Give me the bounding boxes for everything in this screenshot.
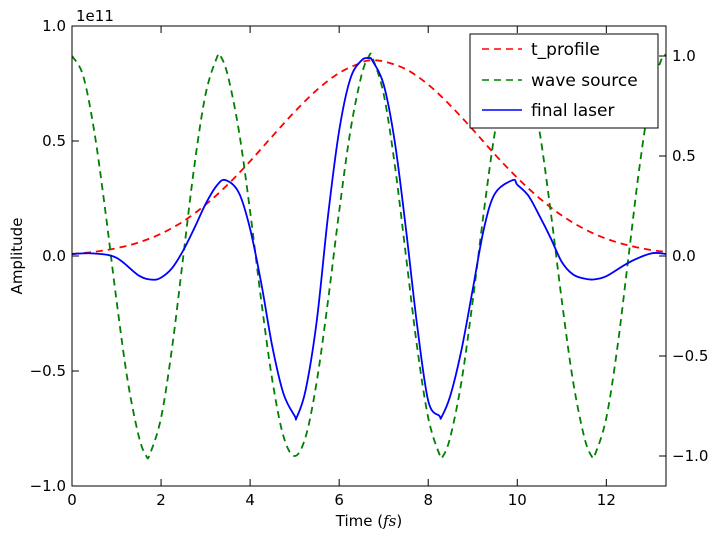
x-tick-label: 6 bbox=[334, 491, 344, 509]
legend-label-wave-source: wave source bbox=[531, 71, 638, 91]
x-axis-label: Time (fs) bbox=[335, 512, 402, 530]
x-axis-label-close: ) bbox=[396, 512, 402, 530]
y-right-tick-label: −0.5 bbox=[672, 347, 708, 365]
legend-label-final-laser: final laser bbox=[531, 101, 614, 121]
axis-ticks: 0 2 4 6 8 10 12 −1.0 −0.5 0.0 0.5 1.0 −1.0 −0.5 0.0 0.5… bbox=[30, 17, 709, 509]
series-line-t-profile bbox=[72, 59, 666, 255]
legend: t_profile wave source final laser bbox=[469, 33, 659, 129]
plot-series bbox=[72, 52, 666, 460]
y-axis-label: Amplitude bbox=[8, 218, 26, 295]
x-axis-label-main: Time ( bbox=[335, 512, 383, 530]
y-right-tick-label: 0.5 bbox=[672, 147, 696, 165]
series-line-final-laser bbox=[72, 57, 666, 421]
y-right-tick-label: 0.0 bbox=[672, 247, 696, 265]
offset-text: 1e11 bbox=[76, 7, 114, 25]
x-tick-label: 12 bbox=[597, 491, 616, 509]
x-tick-label: 4 bbox=[245, 491, 255, 509]
y-right-tick-label: 1.0 bbox=[672, 47, 696, 65]
y-left-tick-label: 1.0 bbox=[42, 17, 66, 35]
x-tick-label: 8 bbox=[423, 491, 433, 509]
x-tick-label: 0 bbox=[67, 491, 77, 509]
x-tick-label: 10 bbox=[508, 491, 527, 509]
x-axis-label-unit: fs bbox=[382, 512, 397, 530]
x-tick-label: 2 bbox=[156, 491, 166, 509]
y-left-tick-label: −1.0 bbox=[30, 477, 66, 495]
legend-box bbox=[469, 33, 659, 129]
y-left-tick-label: 0.5 bbox=[42, 132, 66, 150]
y-left-tick-label: −0.5 bbox=[30, 362, 66, 380]
series-line-wave-source bbox=[72, 52, 666, 460]
y-right-tick-label: −1.0 bbox=[672, 447, 708, 465]
y-left-tick-label: 0.0 bbox=[42, 247, 66, 265]
legend-label-t-profile: t_profile bbox=[531, 40, 600, 60]
